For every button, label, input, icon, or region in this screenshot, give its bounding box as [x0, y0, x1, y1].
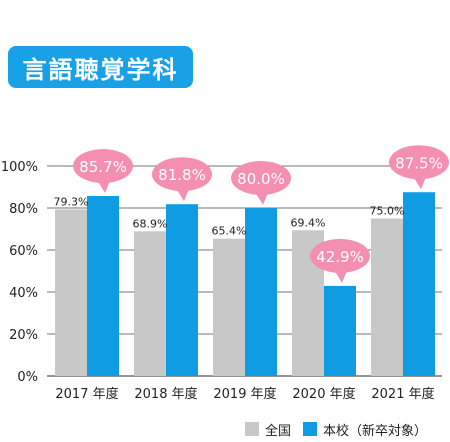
bubble: [310, 238, 370, 273]
bar-school: [87, 196, 119, 376]
x-tick-label: 2021 年度: [371, 386, 434, 402]
data-label-school: 85.7%: [79, 158, 127, 176]
bubble: [73, 149, 133, 184]
bar-school: [245, 208, 277, 376]
data-label-national: 75.0%: [370, 205, 405, 218]
bar-national: [213, 238, 245, 376]
x-tick-label: 2017 年度: [55, 386, 118, 402]
data-label-school: 81.8%: [158, 166, 206, 184]
x-tick-label: 2019 年度: [213, 386, 276, 402]
y-tick-label: 40%: [9, 286, 38, 301]
bar-school: [403, 192, 435, 376]
legend-item-school: 本校（新卒対象）: [303, 420, 427, 439]
data-label-school: 80.0%: [237, 170, 285, 188]
bar-national: [371, 218, 403, 376]
bar-school: [166, 204, 198, 376]
bubble: [231, 161, 291, 195]
legend: 全国 本校（新卒対象）: [245, 420, 439, 439]
y-tick-label: 20%: [9, 328, 38, 343]
legend-item-national: 全国: [245, 420, 291, 439]
x-tick-label: 2018 年度: [134, 386, 197, 402]
x-tick-label: 2020 年度: [292, 386, 355, 402]
bar-national: [134, 231, 166, 376]
legend-label-national: 全国: [265, 423, 292, 439]
legend-swatch-national: [245, 422, 259, 436]
chart-title: 言語聴覚学科: [8, 46, 193, 88]
data-label-school: 87.5%: [395, 154, 443, 172]
data-label-national: 68.9%: [133, 217, 168, 230]
y-tick-label: 60%: [9, 244, 38, 259]
bar-national: [55, 209, 87, 376]
data-label-national: 65.4%: [212, 225, 247, 238]
bubble: [152, 157, 212, 192]
data-label-national: 69.4%: [291, 216, 326, 229]
legend-swatch-school: [303, 422, 318, 436]
y-tick-label: 0%: [17, 370, 38, 385]
bar-school: [324, 285, 356, 376]
bubble: [389, 145, 449, 180]
y-tick-label: 100%: [1, 160, 38, 175]
legend-label-school: 本校（新卒対象）: [323, 423, 428, 439]
data-label-school: 42.9%: [316, 248, 364, 266]
data-label-national: 79.3%: [54, 195, 89, 208]
y-tick-label: 80%: [9, 202, 38, 217]
